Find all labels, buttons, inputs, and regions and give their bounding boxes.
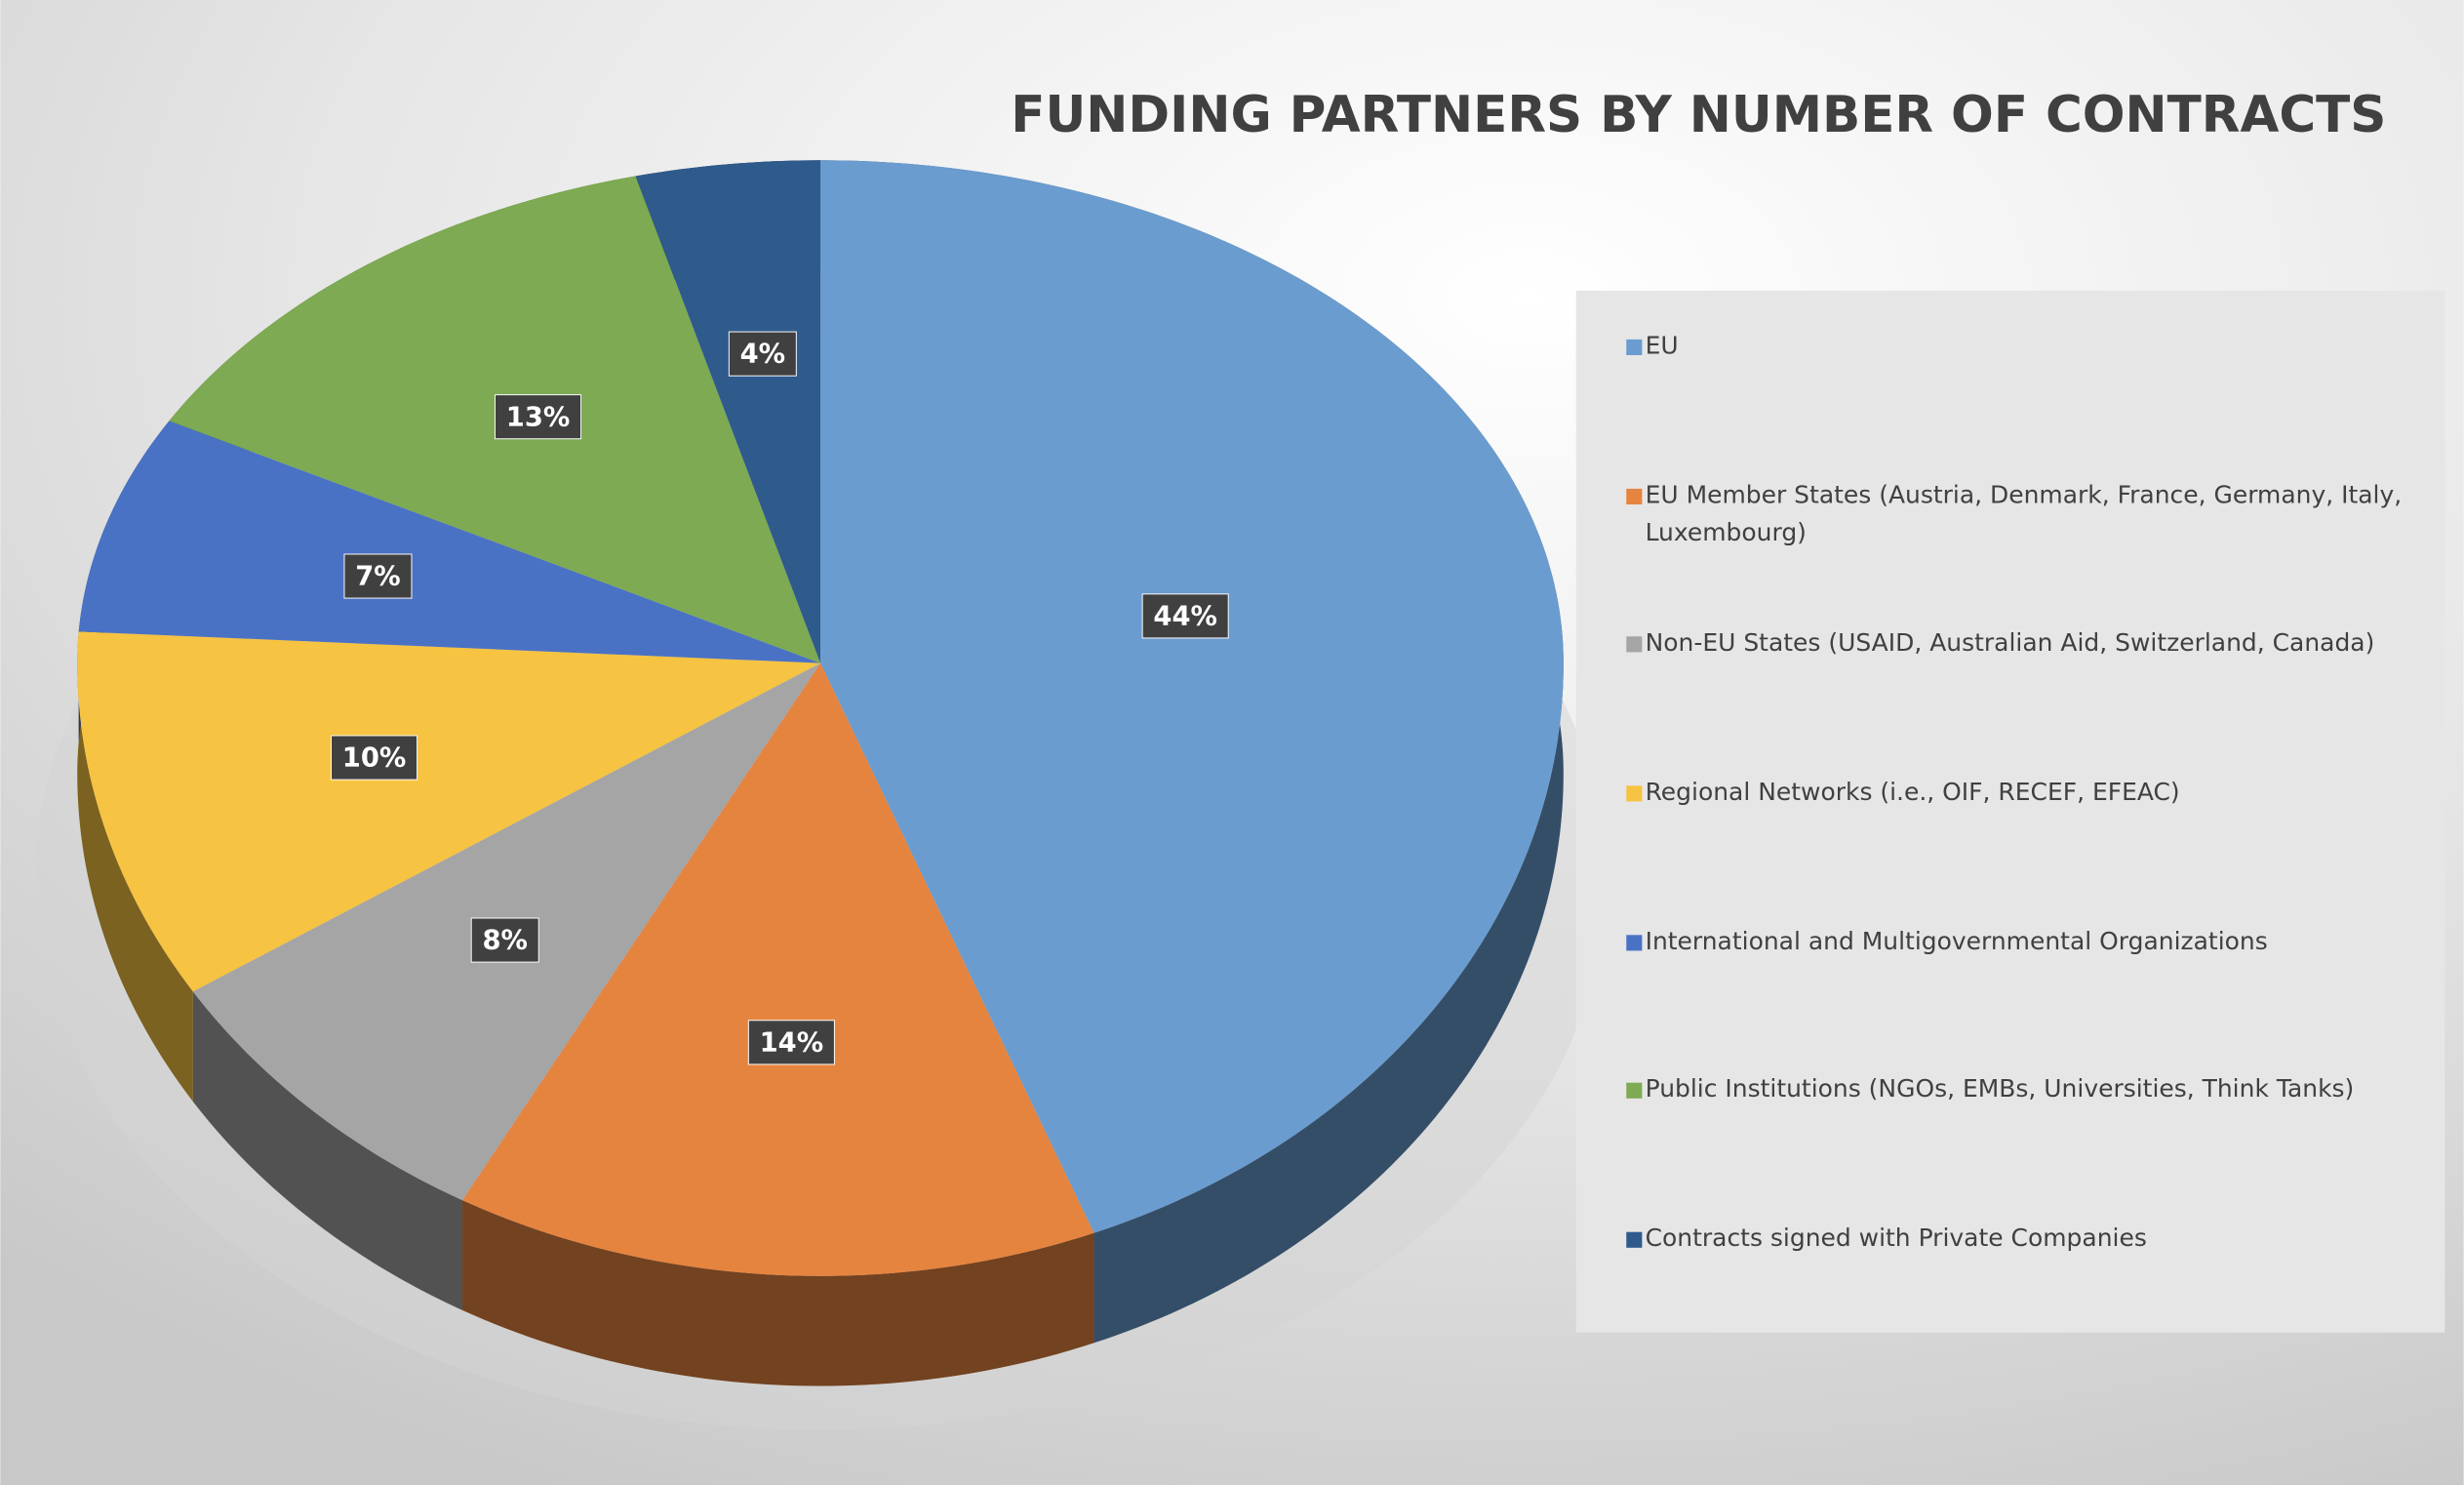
data-label-text: 14% bbox=[760, 1027, 824, 1058]
legend-item: EU bbox=[1645, 331, 1679, 360]
chart-title: FUNDING PARTNERS BY NUMBER OF CONTRACTS bbox=[1011, 86, 2386, 144]
pie-slice bbox=[820, 160, 1564, 1233]
legend-label: Non-EU States (USAID, Australian Aid, Sw… bbox=[1645, 628, 2375, 658]
legend-item: Contracts signed with Private Companies bbox=[1645, 1224, 2147, 1253]
legend-item: Regional Networks (i.e., OIF, RECEF, EFE… bbox=[1645, 778, 2180, 807]
data-label-box bbox=[343, 553, 413, 599]
legend-box bbox=[1575, 290, 2445, 1333]
data-label-text: 4% bbox=[740, 340, 785, 370]
legend-label: Regional Networks (i.e., OIF, RECEF, EFE… bbox=[1645, 778, 2180, 807]
data-label-box bbox=[495, 394, 582, 440]
pie-slice bbox=[77, 631, 821, 992]
legend-item: Non-EU States (USAID, Australian Aid, Sw… bbox=[1645, 628, 2375, 658]
data-label-text: 44% bbox=[1153, 601, 1217, 631]
data-label-text: 8% bbox=[482, 926, 527, 956]
data-label-text: 13% bbox=[506, 402, 571, 432]
slice-side bbox=[462, 1200, 1094, 1386]
legend-label: Public Institutions (NGOs, EMBs, Univers… bbox=[1645, 1074, 2355, 1104]
legend-item: Public Institutions (NGOs, EMBs, Univers… bbox=[1645, 1074, 2355, 1104]
data-label-box bbox=[331, 735, 418, 781]
data-label-box bbox=[747, 1020, 835, 1065]
legend-swatch bbox=[1626, 1231, 1643, 1248]
legend-swatch bbox=[1626, 339, 1643, 355]
data-label-box bbox=[470, 917, 539, 963]
data-labels: 44% 14% 8% 10% 7% 13% 4% bbox=[331, 331, 1229, 1065]
data-label: 8% bbox=[470, 917, 539, 963]
pie-slice bbox=[78, 421, 821, 663]
legend-swatch bbox=[1626, 935, 1643, 951]
slice-side bbox=[192, 991, 463, 1310]
legend-item: EU Member States (Austria, Denmark, Fran… bbox=[1645, 480, 2403, 547]
data-label: 4% bbox=[728, 331, 797, 377]
data-label: 7% bbox=[343, 553, 413, 599]
legend-label: International and Multigovernmental Orga… bbox=[1645, 927, 2268, 956]
legend-swatch bbox=[1626, 1082, 1643, 1099]
data-label: 44% bbox=[1141, 593, 1229, 639]
legend-item: International and Multigovernmental Orga… bbox=[1645, 927, 2268, 956]
data-label: 10% bbox=[331, 735, 418, 781]
data-label-text: 10% bbox=[342, 743, 407, 774]
legend-swatch bbox=[1626, 488, 1643, 504]
legend-label: EU Member States (Austria, Denmark, Fran… bbox=[1645, 480, 2403, 547]
data-label-box bbox=[728, 331, 797, 377]
legend-swatch bbox=[1626, 785, 1643, 802]
slice-side bbox=[77, 631, 193, 1102]
data-label: 13% bbox=[495, 394, 582, 440]
data-label-box bbox=[1141, 593, 1229, 639]
pie-slice bbox=[635, 160, 821, 663]
legend: EU EU Member States (Austria, Denmark, Fr… bbox=[1626, 331, 2403, 1253]
data-label: 14% bbox=[747, 1020, 835, 1065]
legend-label: Contracts signed with Private Companies bbox=[1645, 1224, 2147, 1253]
legend-label: EU bbox=[1645, 331, 1679, 360]
legend-swatch bbox=[1626, 636, 1643, 653]
data-label-text: 7% bbox=[355, 562, 400, 592]
pie-slice bbox=[462, 662, 1094, 1276]
